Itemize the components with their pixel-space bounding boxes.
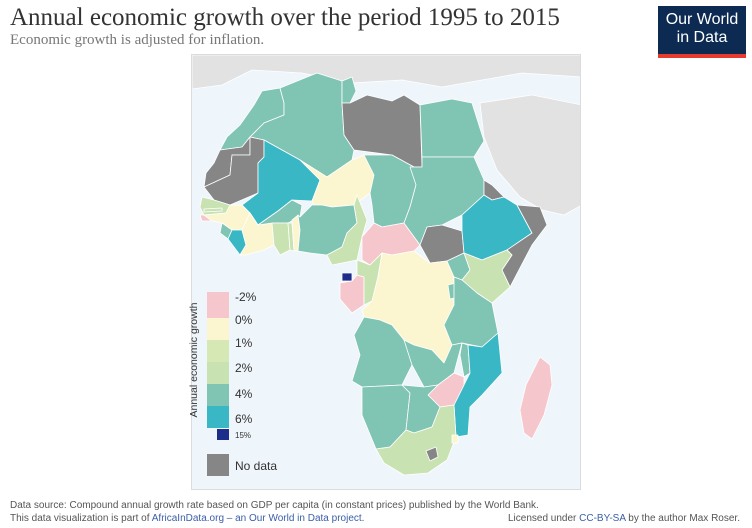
country-kenya [461, 249, 513, 304]
legend-axis-label: Annual economic growth [188, 302, 200, 418]
legend-swatch-0 [207, 318, 229, 340]
legend-label-1: 1% [235, 336, 253, 350]
legend-label-4: 4% [235, 387, 253, 401]
country-tunisia [341, 76, 357, 104]
other-land-arabia [479, 94, 580, 216]
project-link[interactable]: AfricaInData.org – an Our World in Data … [151, 513, 362, 524]
legend-swatch-neg2 [207, 292, 229, 318]
legend-swatch-15 [217, 429, 229, 440]
legend-label-2: 2% [235, 361, 253, 375]
footer-project-prefix: This data visualization is part of [10, 513, 152, 524]
country-cote-divoire [239, 212, 275, 256]
license-link[interactable]: CC-BY-SA [579, 513, 626, 524]
legend-swatch-no-data [207, 454, 229, 476]
country-malawi [459, 342, 471, 378]
owid-logo[interactable]: Our World in Data [658, 6, 746, 58]
footer-source: Data source: Compound annual growth rate… [10, 500, 539, 511]
country-egypt [419, 98, 485, 158]
license-suffix: by the author Max Roser. [625, 513, 740, 524]
country-gambia [203, 207, 223, 213]
country-cameroon [326, 194, 368, 266]
license-prefix: Licensed under [507, 513, 580, 524]
country-madagascar [519, 356, 553, 440]
chart-title: Annual economic growth over the period 1… [10, 4, 560, 31]
map-svg [192, 55, 580, 476]
country-angola [351, 316, 415, 388]
footer-project: This data visualization is part of Afric… [10, 513, 364, 524]
country-equatorial-guinea [341, 272, 353, 282]
legend-swatch-4 [207, 384, 229, 406]
country-eswatini [451, 434, 459, 444]
legend-swatch-6 [207, 406, 229, 428]
legend-swatch-1 [207, 340, 229, 362]
legend-label-0: 0% [235, 313, 253, 327]
country-mozambique [453, 332, 503, 438]
chart-subtitle: Economic growth is adjusted for inflatio… [10, 32, 265, 48]
legend-label-neg2: -2% [235, 290, 257, 304]
logo-line-1: Our World [665, 11, 739, 28]
legend-label-15: 15% [235, 431, 252, 440]
legend-swatch-2 [207, 362, 229, 384]
other-land-europe [192, 55, 580, 90]
logo-line-2: in Data [676, 29, 728, 46]
africa-map[interactable] [191, 54, 581, 490]
legend-label-no-data: No data [235, 459, 278, 473]
footer-license: Licensed under CC-BY-SA by the author Ma… [508, 513, 740, 524]
country-lesotho [425, 446, 439, 462]
country-ghana [271, 222, 291, 256]
legend-label-6: 6% [235, 412, 253, 426]
footer-project-suffix: . [361, 513, 365, 524]
